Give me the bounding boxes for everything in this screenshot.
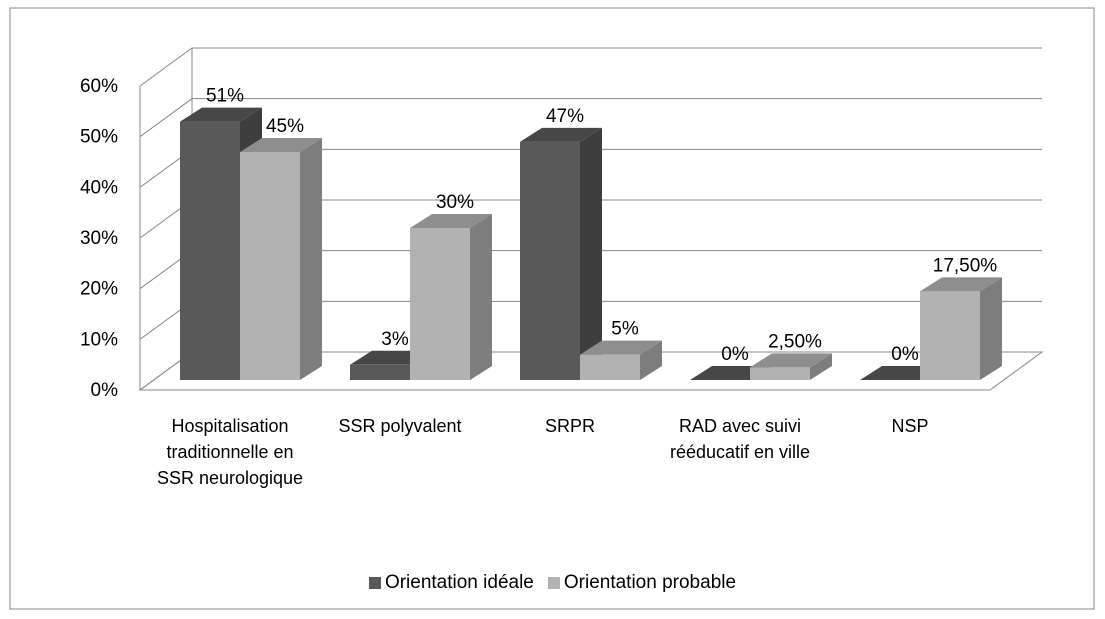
legend-swatch [547,577,560,589]
bar-top [240,138,322,152]
bar [240,152,300,380]
value-label: 30% [436,192,474,213]
legend-swatch [368,577,381,589]
legend-item: Orientation idéale [368,572,534,594]
y-tick-label: 30% [80,228,118,249]
value-label: 3% [381,329,409,350]
bar-top [180,107,262,122]
bar-top [750,353,832,368]
x-tick-label: SSR polyvalent [338,416,462,436]
legend-item: Orientation probable [547,572,737,594]
bar [180,121,240,380]
y-tick-label: 0% [91,380,119,401]
value-label: 5% [611,319,639,340]
bar-side [580,127,602,380]
bar-side [980,277,1002,380]
bar [350,364,410,380]
bar [520,141,580,380]
bar-top [410,214,492,228]
value-label: 2,50% [768,331,822,352]
bar-top [580,340,662,355]
bar-side [640,340,662,380]
value-label: 0% [891,344,919,365]
chart-frame [9,7,1095,610]
legend-label: Orientation probable [563,572,737,593]
legend: Orientation idéale Orientation probable [0,572,1105,594]
value-label: 45% [266,116,304,137]
bar [750,367,810,380]
y-tick-label: 60% [80,76,118,97]
value-label: 0% [721,344,749,365]
grid-line [139,98,1042,138]
value-label: 17,50% [933,255,998,276]
x-tick-label: NSP [891,416,929,436]
bar [920,291,980,380]
x-tick-label: RAD avec suivi rééducatif en ville [669,416,811,462]
grid-line [139,47,1042,87]
bar [580,354,640,380]
x-tick-label: SRPR [544,416,595,436]
y-tick-label: 10% [80,329,118,350]
bar-top [520,127,602,142]
bar-side [470,214,492,380]
bar-side [300,138,322,380]
bar-top [920,277,1002,292]
y-tick-label: 40% [80,177,118,198]
value-label: 51% [206,86,244,107]
legend-label: Orientation idéale [384,572,534,593]
y-tick-label: 20% [80,279,118,300]
bar-side [810,353,832,380]
y-tick-label: 50% [80,127,118,148]
value-label: 47% [546,106,584,127]
x-tick-label: Hospitalisation traditionnelle en SSR ne… [156,416,304,488]
bar [410,228,470,380]
